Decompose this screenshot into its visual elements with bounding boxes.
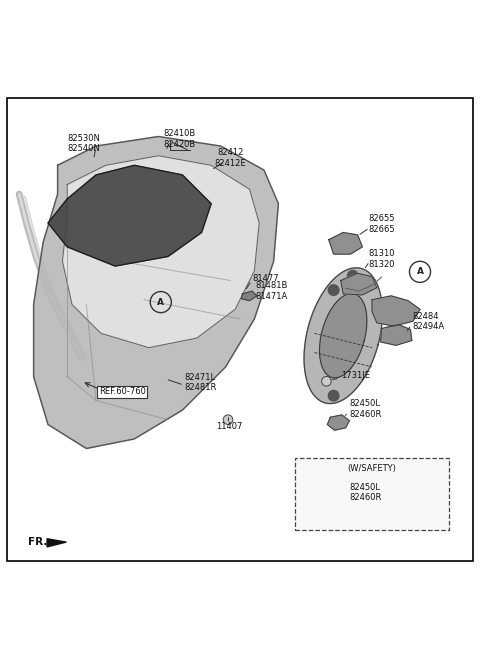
Polygon shape [34, 137, 278, 449]
Polygon shape [62, 156, 259, 348]
Polygon shape [241, 291, 257, 301]
Text: 81477: 81477 [252, 273, 278, 283]
Text: 1731JE: 1731JE [341, 371, 370, 380]
Text: 82450L
82460R: 82450L 82460R [349, 483, 382, 503]
Polygon shape [325, 489, 349, 505]
Circle shape [348, 271, 358, 281]
Text: 82450L
82460R: 82450L 82460R [349, 399, 382, 419]
Text: 82412
82412E: 82412 82412E [215, 148, 246, 168]
Circle shape [328, 390, 339, 401]
Polygon shape [372, 296, 420, 326]
Text: 82484
82494A: 82484 82494A [413, 311, 445, 331]
Polygon shape [47, 539, 66, 547]
Polygon shape [48, 166, 211, 266]
Text: REF.60-760: REF.60-760 [99, 388, 146, 396]
Text: 82410B
82420B: 82410B 82420B [164, 129, 196, 148]
Text: (W/SAFETY): (W/SAFETY) [348, 464, 396, 473]
Text: 11407: 11407 [216, 422, 242, 432]
Text: 82471L
82481R: 82471L 82481R [185, 373, 217, 392]
Text: 81310
81320: 81310 81320 [369, 249, 395, 269]
Circle shape [223, 415, 233, 424]
Circle shape [322, 376, 331, 386]
Circle shape [328, 285, 339, 296]
Polygon shape [320, 294, 367, 378]
Text: A: A [157, 298, 164, 307]
Text: 82655
82665: 82655 82665 [369, 214, 395, 233]
Polygon shape [329, 233, 362, 254]
Polygon shape [304, 268, 383, 403]
Text: 82530N
82540N: 82530N 82540N [68, 134, 100, 153]
Polygon shape [341, 273, 377, 295]
Text: FR.: FR. [28, 537, 47, 547]
Bar [295, 458, 449, 530]
Polygon shape [381, 325, 412, 346]
Text: A: A [417, 267, 423, 277]
Text: 81481B
81471A: 81481B 81471A [255, 281, 288, 301]
Polygon shape [327, 415, 349, 430]
